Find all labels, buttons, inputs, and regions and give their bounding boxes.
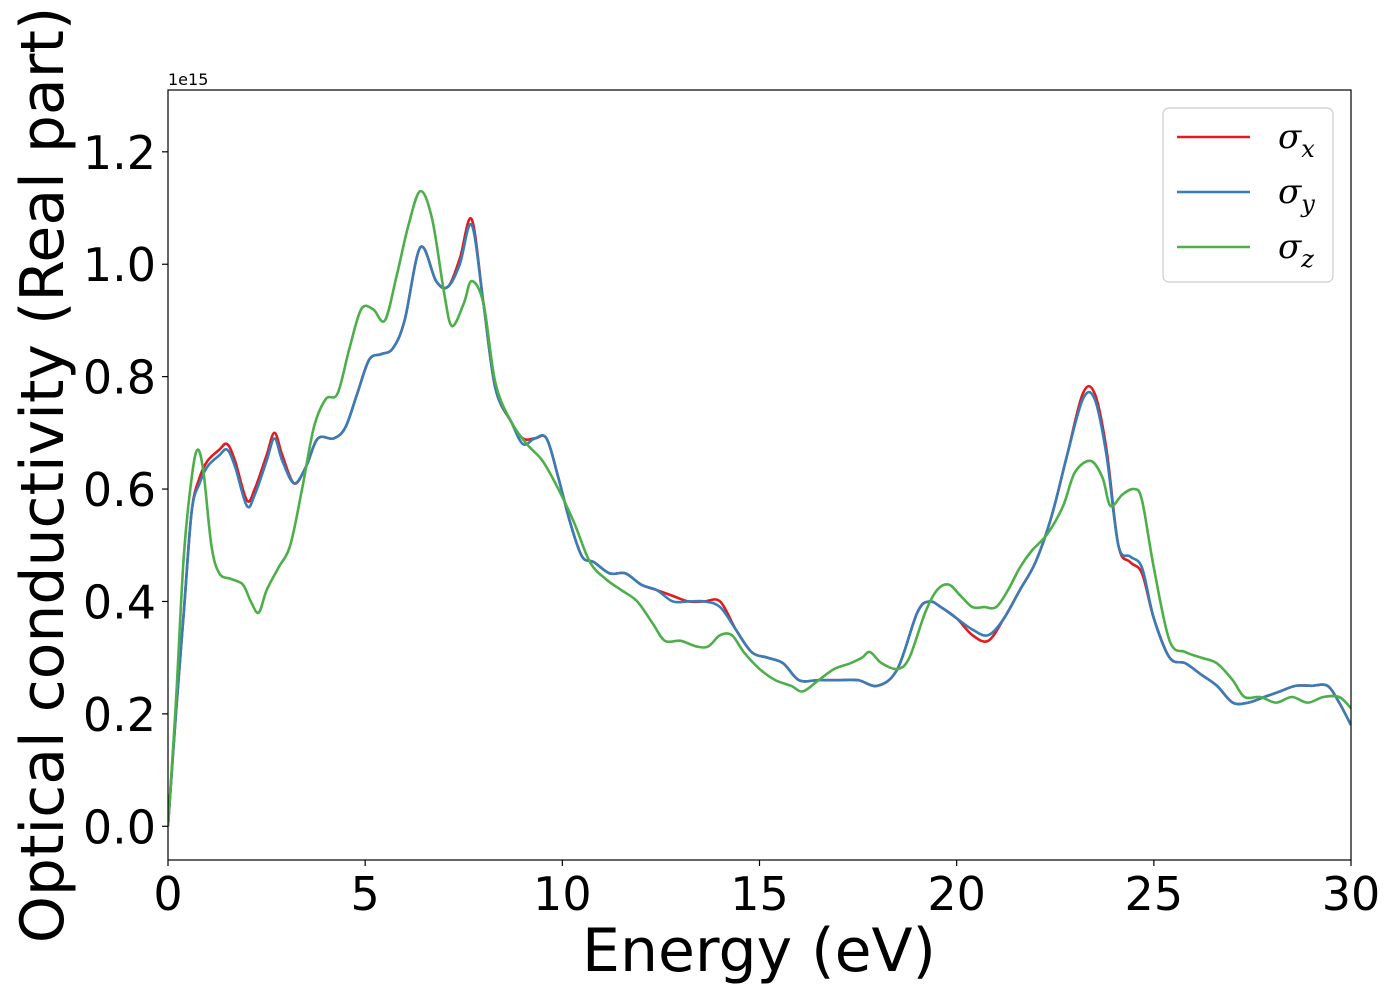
series-line-y xyxy=(168,222,1351,827)
y-axis-ticks: 0.0 0.2 0.4 0.6 0.8 1.0 1.2 xyxy=(83,126,168,854)
x-tick-label: 30 xyxy=(1322,867,1381,921)
x-axis-ticks: 0 5 10 15 20 25 30 xyxy=(153,860,1380,921)
y-tick-label: 0.8 xyxy=(83,351,156,405)
y-tick-label: 1.0 xyxy=(83,238,156,292)
x-tick-label: 5 xyxy=(351,867,380,921)
x-tick-label: 15 xyxy=(730,867,789,921)
x-tick-label: 10 xyxy=(533,867,592,921)
series-line-x xyxy=(168,217,1351,827)
series-layer xyxy=(168,189,1351,827)
y-axis-title: Optical conductivity (Real part) xyxy=(8,7,78,944)
x-tick-label: 25 xyxy=(1125,867,1184,921)
legend-frame xyxy=(1162,107,1334,283)
series-line-z xyxy=(168,189,1351,827)
y-tick-label: 0.6 xyxy=(83,463,156,517)
x-tick-label: 20 xyxy=(927,867,986,921)
y-tick-label: 0.0 xyxy=(83,800,156,854)
x-tick-label: 0 xyxy=(153,867,182,921)
y-tick-label: 0.2 xyxy=(83,688,156,742)
y-tick-label: 1.2 xyxy=(83,126,156,180)
y-tick-label: 0.4 xyxy=(83,575,156,629)
y-offset-label: 1e15 xyxy=(168,70,208,89)
x-axis-title: Energy (eV) xyxy=(582,916,936,986)
